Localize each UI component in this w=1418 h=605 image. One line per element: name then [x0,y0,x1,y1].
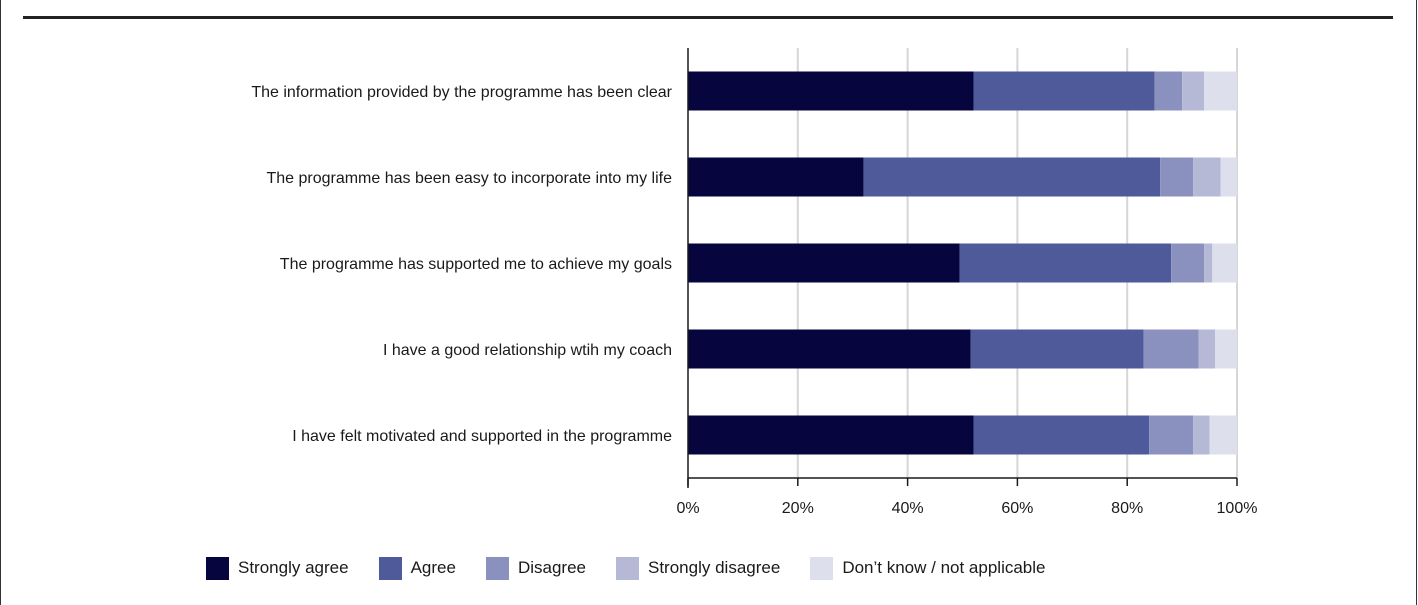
bar-segment-agree [863,157,1161,197]
legend-label: Disagree [517,558,586,577]
bar-segment-agree [959,243,1172,283]
bar-segment-don-t-know-not-applicable [1212,243,1237,283]
frame-left-border [0,0,1,605]
bar-segment-don-t-know-not-applicable [1204,71,1237,111]
legend-item-strongly-agree: Strongly agree [206,556,349,580]
legend-item-agree: Agree [378,556,456,580]
x-tick-label: 80% [1111,500,1143,517]
category-label: The information provided by the programm… [251,84,672,101]
bar-segment-strongly-disagree [1198,329,1216,369]
frame-right-border [1416,0,1417,605]
bar-segment-strongly-agree [688,71,974,111]
category-label: I have a good relationship wtih my coach [383,342,672,359]
bar-segment-don-t-know-not-applicable [1220,157,1237,197]
category-labels: The information provided by the programm… [251,84,672,445]
x-tick-label: 20% [782,500,814,517]
x-tick-label: 40% [892,500,924,517]
bar-segment-strongly-agree [688,157,864,197]
bar-segment-agree [973,415,1150,455]
x-tick-labels: 0% 20% 40% 60% 80% 100% [676,500,1257,517]
bar-segment-disagree [1154,71,1183,111]
legend-item-disagree: Disagree [485,556,586,580]
legend-swatch [378,556,402,580]
bar-segment-disagree [1143,329,1199,369]
legend-swatch [810,556,834,580]
x-tick-label: 0% [676,500,699,517]
bar-segment-strongly-agree [688,243,960,283]
bar-segment-agree [973,71,1155,111]
bar-segment-strongly-disagree [1182,71,1205,111]
legend-label: Strongly disagree [648,558,781,577]
bars [688,71,1237,455]
bar-segment-strongly-agree [688,415,974,455]
bar-segment-disagree [1149,415,1194,455]
legend-item-strongly-disagree: Strongly disagree [616,556,781,580]
bar-segment-strongly-disagree [1204,243,1213,283]
axes [687,48,1238,488]
legend-label: Agree [410,558,456,577]
legend-swatch [206,556,229,580]
top-rule [23,16,1393,19]
bar-segment-strongly-disagree [1193,157,1221,197]
bar-segment-strongly-disagree [1193,415,1210,455]
bar-segment-agree [970,329,1144,369]
category-label: The programme has supported me to achiev… [280,256,672,273]
category-label: The programme has been easy to incorpora… [266,170,672,187]
category-label: I have felt motivated and supported in t… [292,428,672,445]
legend: Strongly agree Agree Disagree Strongly disa… [206,556,1076,580]
bar-segment-don-t-know-not-applicable [1209,415,1237,455]
legend-item-don-t-know-not-applicable: Don’t know / not applicable [810,556,1046,580]
legend-label: Strongly agree [238,558,349,577]
bar-segment-disagree [1160,157,1194,197]
legend-swatch [616,556,639,580]
legend-label: Don’t know / not applicable [842,558,1046,577]
x-tick-label: 60% [1001,500,1033,517]
bar-segment-don-t-know-not-applicable [1215,329,1237,369]
legend-swatch [485,556,509,580]
bar-segment-disagree [1171,243,1205,283]
x-tick-label: 100% [1217,500,1258,517]
bar-segment-strongly-agree [688,329,971,369]
